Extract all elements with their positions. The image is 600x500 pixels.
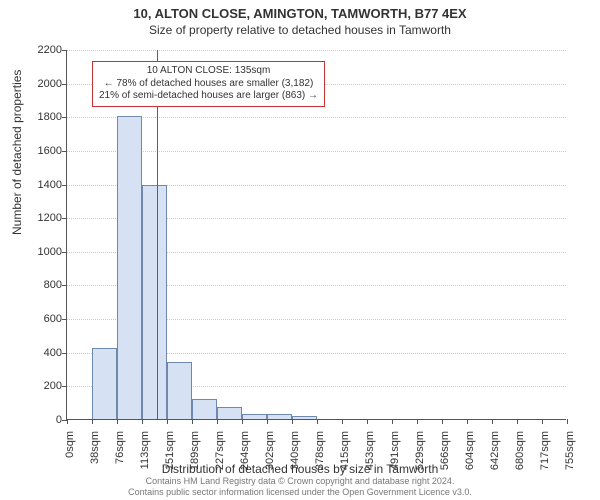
ytick-label: 400 [12, 347, 62, 359]
footer: Contains HM Land Registry data © Crown c… [0, 476, 600, 498]
x-axis-label: Distribution of detached houses by size … [0, 462, 600, 476]
ytick-label: 200 [12, 380, 62, 392]
chart-title: 10, ALTON CLOSE, AMINGTON, TAMWORTH, B77… [0, 0, 600, 21]
ytick-mark [62, 252, 67, 253]
axes: 0200400600800100012001400160018002000220… [66, 50, 566, 420]
xtick-mark [217, 419, 218, 424]
xtick-mark [317, 419, 318, 424]
histogram-bar [92, 348, 117, 419]
annotation-line: 21% of semi-detached houses are larger (… [99, 90, 318, 103]
chart-container: 10, ALTON CLOSE, AMINGTON, TAMWORTH, B77… [0, 0, 600, 500]
ytick-mark [62, 386, 67, 387]
xtick-mark [392, 419, 393, 424]
xtick-mark [192, 419, 193, 424]
ytick-mark [62, 50, 67, 51]
histogram-bar [292, 416, 317, 419]
ytick-mark [62, 319, 67, 320]
annotation-box: 10 ALTON CLOSE: 135sqm← 78% of detached … [92, 61, 325, 107]
ytick-label: 1000 [12, 246, 62, 258]
gridline [67, 50, 566, 51]
xtick-mark [417, 419, 418, 424]
xtick-mark [467, 419, 468, 424]
xtick-mark [567, 419, 568, 424]
ytick-label: 2200 [12, 44, 62, 56]
ytick-label: 600 [12, 313, 62, 325]
ytick-mark [62, 218, 67, 219]
histogram-bar [192, 399, 217, 419]
ytick-mark [62, 285, 67, 286]
xtick-mark [492, 419, 493, 424]
xtick-mark [292, 419, 293, 424]
ytick-label: 1200 [12, 212, 62, 224]
ytick-mark [62, 84, 67, 85]
xtick-mark [367, 419, 368, 424]
histogram-bar [217, 407, 242, 419]
xtick-mark [542, 419, 543, 424]
xtick-mark [442, 419, 443, 424]
footer-line-1: Contains HM Land Registry data © Crown c… [0, 476, 600, 487]
histogram-bar [242, 414, 267, 419]
ytick-label: 1600 [12, 145, 62, 157]
histogram-bar [142, 185, 167, 419]
annotation-line: ← 78% of detached houses are smaller (3,… [99, 78, 318, 91]
histogram-bar [167, 362, 192, 419]
xtick-mark [67, 419, 68, 424]
ytick-label: 800 [12, 279, 62, 291]
ytick-mark [62, 185, 67, 186]
xtick-mark [342, 419, 343, 424]
ytick-label: 1400 [12, 179, 62, 191]
ytick-mark [62, 353, 67, 354]
ytick-mark [62, 151, 67, 152]
xtick-mark [517, 419, 518, 424]
annotation-line: 10 ALTON CLOSE: 135sqm [99, 65, 318, 78]
plot-area: 0200400600800100012001400160018002000220… [66, 50, 566, 420]
xtick-mark [267, 419, 268, 424]
chart-subtitle: Size of property relative to detached ho… [0, 21, 600, 37]
footer-line-2: Contains public sector information licen… [0, 487, 600, 498]
xtick-mark [242, 419, 243, 424]
xtick-mark [142, 419, 143, 424]
ytick-mark [62, 117, 67, 118]
ytick-label: 0 [12, 414, 62, 426]
ytick-label: 1800 [12, 111, 62, 123]
histogram-bar [267, 414, 292, 419]
xtick-mark [167, 419, 168, 424]
xtick-mark [117, 419, 118, 424]
histogram-bar [117, 116, 142, 419]
ytick-label: 2000 [12, 78, 62, 90]
xtick-mark [92, 419, 93, 424]
